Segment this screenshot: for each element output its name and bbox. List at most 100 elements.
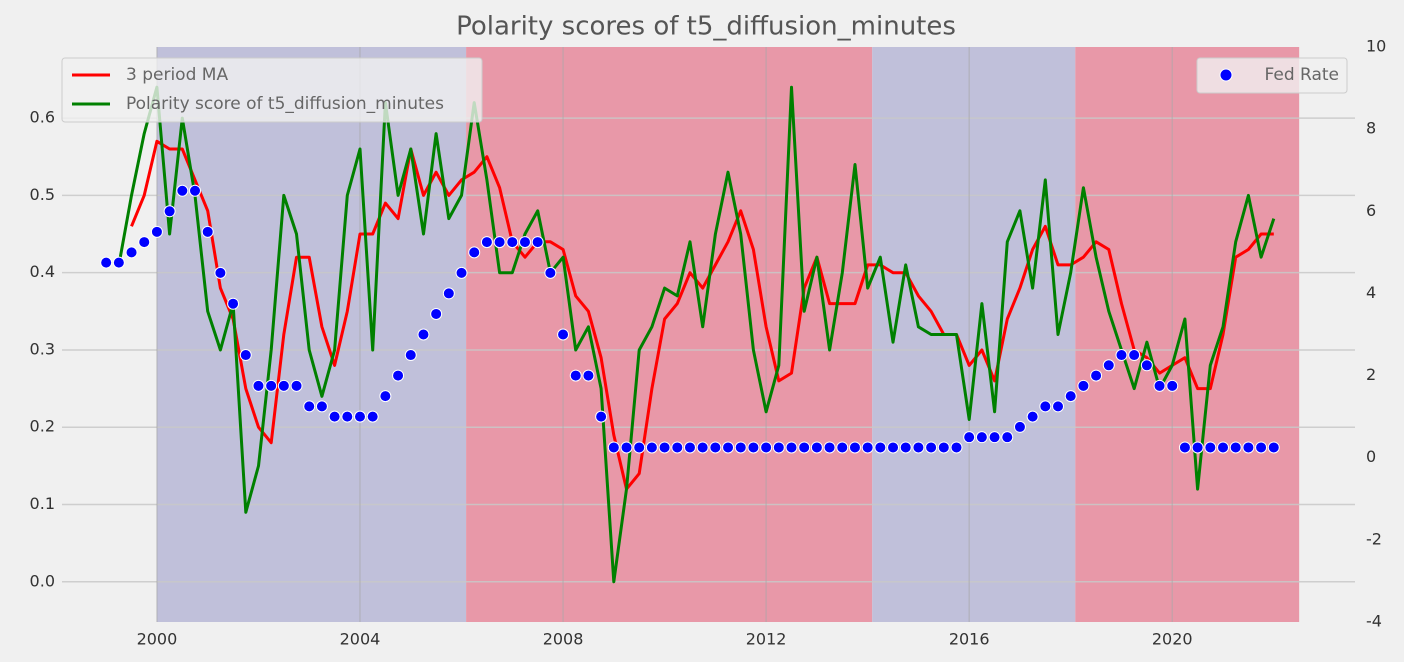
fed-rate-point [937, 441, 950, 454]
fed-rate-point [1166, 379, 1179, 392]
y2-tick-label: 10 [1366, 37, 1386, 56]
series-line [117, 85, 1276, 584]
fed-rate-point [925, 441, 938, 454]
shaded-span [872, 47, 1076, 622]
y-tick-label: 0.5 [30, 185, 55, 204]
fed-rate-point [392, 369, 405, 382]
fed-rate-point [404, 349, 417, 362]
fed-rate-point [1204, 441, 1217, 454]
y2-tick-label: 2 [1366, 365, 1376, 384]
fed-rate-point [988, 431, 1001, 444]
legend-label: Fed Rate [1265, 65, 1339, 85]
fed-rate-point [747, 441, 760, 454]
legend-swatch [1219, 68, 1233, 82]
fed-rate-point [975, 431, 988, 444]
chart-title: Polarity scores of t5_diffusion_minutes [456, 12, 956, 42]
fed-rate-point [607, 441, 620, 454]
fed-rate-point [138, 236, 151, 249]
y-tick-label: 0.6 [30, 108, 55, 127]
fed-rate-point [887, 441, 900, 454]
fed-rate-point [836, 441, 849, 454]
fed-rate-point [1013, 420, 1026, 433]
fed-rate-point [1090, 369, 1103, 382]
fed-rate-point [163, 205, 176, 218]
fed-rate-point [620, 441, 633, 454]
fed-rate-point [1064, 390, 1077, 403]
fed-rate-point [544, 266, 557, 279]
fed-rate-point [290, 379, 303, 392]
fed-rate-point [1242, 441, 1255, 454]
fed-rate-point [189, 184, 202, 197]
fed-rate-point [252, 379, 265, 392]
fed-rate-point [633, 441, 646, 454]
fed-rate-point [671, 441, 684, 454]
fed-rate-point [379, 390, 392, 403]
fed-rate-point [683, 441, 696, 454]
fed-rate-point [963, 431, 976, 444]
fed-rate-point [455, 266, 468, 279]
fed-rate-point [468, 246, 481, 259]
fed-rate-point [531, 236, 544, 249]
fed-rate-point [658, 441, 671, 454]
fed-rate-point [506, 236, 519, 249]
fed-rate-point [366, 410, 379, 423]
fed-rate-point [1191, 441, 1204, 454]
fed-rate-point [798, 441, 811, 454]
fed-rate-point [277, 379, 290, 392]
fed-rate-point [493, 236, 506, 249]
x-tick-label: 2016 [949, 630, 990, 649]
x-tick-label: 2000 [137, 630, 178, 649]
fed-rate-point [265, 379, 278, 392]
fed-rate-point [696, 441, 709, 454]
fed-rate-point [480, 236, 493, 249]
fed-rate-point [861, 441, 874, 454]
fed-rate-point [1026, 410, 1039, 423]
y-tick-label: 0.1 [30, 494, 55, 513]
shaded-span [466, 47, 873, 622]
fed-rate-point [150, 225, 163, 238]
fed-rate-point [810, 441, 823, 454]
y-tick-label: 0.0 [30, 571, 55, 590]
fed-rate-point [1178, 441, 1191, 454]
fed-rate-point [328, 410, 341, 423]
x-tick-label: 2020 [1152, 630, 1193, 649]
fed-rate-point [1128, 349, 1141, 362]
fed-rate-point [950, 441, 963, 454]
y-tick-label: 0.3 [30, 339, 55, 358]
y-tick-label: 0.2 [30, 417, 55, 436]
fed-rate-point [1255, 441, 1268, 454]
fed-rate-point [1039, 400, 1052, 413]
fed-rate-point [582, 369, 595, 382]
fed-rate-point [734, 441, 747, 454]
legend-label: Polarity score of t5_diffusion_minutes [126, 94, 444, 114]
fed-rate-point [239, 349, 252, 362]
y2-tick-label: 8 [1366, 119, 1376, 138]
x-tick-label: 2008 [543, 630, 584, 649]
fed-rate-point [176, 184, 189, 197]
fed-rate-point [912, 441, 925, 454]
fed-rate-point [772, 441, 785, 454]
y2-tick-label: 6 [1366, 201, 1376, 220]
fed-rate-point [1229, 441, 1242, 454]
fed-rate-point [569, 369, 582, 382]
fed-rate-point [595, 410, 608, 423]
fed-rate-point [1102, 359, 1115, 372]
legend-box [1196, 57, 1348, 94]
legend-label: 3 period MA [126, 65, 228, 85]
fed-rate-point [201, 225, 214, 238]
fed-rate-point [518, 236, 531, 249]
fed-rate-point [442, 287, 455, 300]
fed-rate-point [430, 307, 443, 320]
fed-rate-point [227, 297, 240, 310]
fed-rate-point [100, 256, 113, 269]
fed-rate-point [785, 441, 798, 454]
fed-rate-point [874, 441, 887, 454]
fed-rate-point [1140, 359, 1153, 372]
fed-rate-point [899, 441, 912, 454]
fed-rate-point [557, 328, 570, 341]
shaded-span [156, 47, 467, 622]
fed-rate-point [303, 400, 316, 413]
fed-rate-point [722, 441, 735, 454]
fed-rate-point [823, 441, 836, 454]
